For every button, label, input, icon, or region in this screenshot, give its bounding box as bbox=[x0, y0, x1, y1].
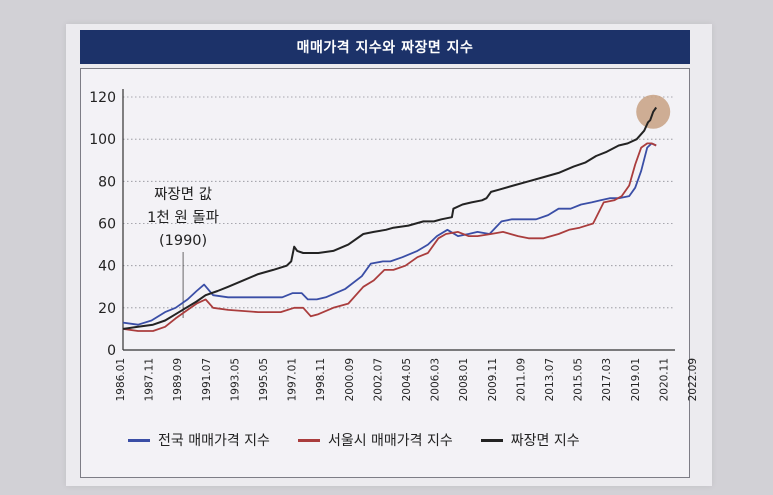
x-tick-label: 1991.07 bbox=[201, 358, 213, 401]
y-tick-label: 100 bbox=[89, 132, 116, 148]
x-tick-label: 1998.11 bbox=[315, 358, 327, 401]
x-tick-label: 2009.11 bbox=[487, 358, 499, 401]
series-line-national bbox=[122, 142, 657, 326]
legend-label-seoul: 서울시 매매가격 지수 bbox=[327, 433, 453, 449]
x-tick-label: 2008.01 bbox=[458, 358, 470, 401]
x-tick-label: 1986.01 bbox=[115, 358, 127, 401]
legend-swatch-seoul bbox=[297, 438, 320, 442]
x-tick-label: 2013.07 bbox=[544, 358, 556, 401]
y-tick-label: 80 bbox=[98, 174, 116, 190]
legend-item-national: 전국 매매가격 지수 bbox=[128, 430, 270, 450]
x-tick-label: 2015.05 bbox=[573, 358, 585, 401]
annotation-line: (1990) bbox=[159, 233, 207, 249]
annotation-line: 1천 원 돌파 bbox=[147, 209, 219, 226]
legend-item-jjajang: 짜장면 지수 bbox=[480, 430, 580, 450]
x-tick-label: 1987.11 bbox=[144, 358, 156, 401]
x-tick-label: 2011.09 bbox=[515, 358, 527, 401]
x-tick-label: 1995.05 bbox=[258, 358, 270, 401]
x-tick-label: 1989.09 bbox=[172, 358, 184, 401]
legend-label-national: 전국 매매가격 지수 bbox=[158, 433, 270, 449]
y-tick-label: 0 bbox=[107, 343, 116, 359]
x-tick-label: 2019.01 bbox=[630, 358, 642, 401]
x-tick-label: 2002.07 bbox=[372, 358, 384, 401]
y-tick-label: 120 bbox=[89, 90, 116, 106]
x-tick-label: 2017.03 bbox=[601, 358, 613, 401]
y-tick-label: 60 bbox=[98, 217, 116, 233]
x-tick-label: 2022.09 bbox=[687, 358, 699, 401]
series-line-jjajang bbox=[122, 106, 658, 330]
legend: 전국 매매가격 지수 서울시 매매가격 지수 짜장면 지수 bbox=[128, 430, 608, 450]
x-tick-label: 2004.05 bbox=[401, 358, 413, 401]
chart-frame bbox=[80, 68, 690, 478]
series-line-seoul bbox=[122, 142, 657, 332]
x-tick-label: 1997.01 bbox=[287, 358, 299, 401]
chart-title-bar: 매매가격 지수와 짜장면 지수 bbox=[80, 30, 690, 64]
legend-swatch-national bbox=[128, 438, 150, 442]
legend-label-jjajang: 짜장면 지수 bbox=[510, 433, 580, 449]
y-tick-label: 20 bbox=[98, 301, 116, 317]
x-tick-label: 1993.05 bbox=[229, 358, 241, 401]
chart-title: 매매가격 지수와 짜장면 지수 bbox=[296, 40, 474, 56]
legend-swatch-jjajang bbox=[480, 438, 503, 442]
annotation-line: 짜장면 값 bbox=[154, 186, 212, 203]
y-tick-label: 40 bbox=[98, 259, 116, 275]
x-tick-label: 2006.03 bbox=[430, 358, 442, 401]
legend-item-seoul: 서울시 매매가격 지수 bbox=[297, 430, 453, 450]
x-tick-label: 2000.09 bbox=[344, 358, 356, 401]
x-tick-label: 2020.11 bbox=[658, 358, 670, 401]
